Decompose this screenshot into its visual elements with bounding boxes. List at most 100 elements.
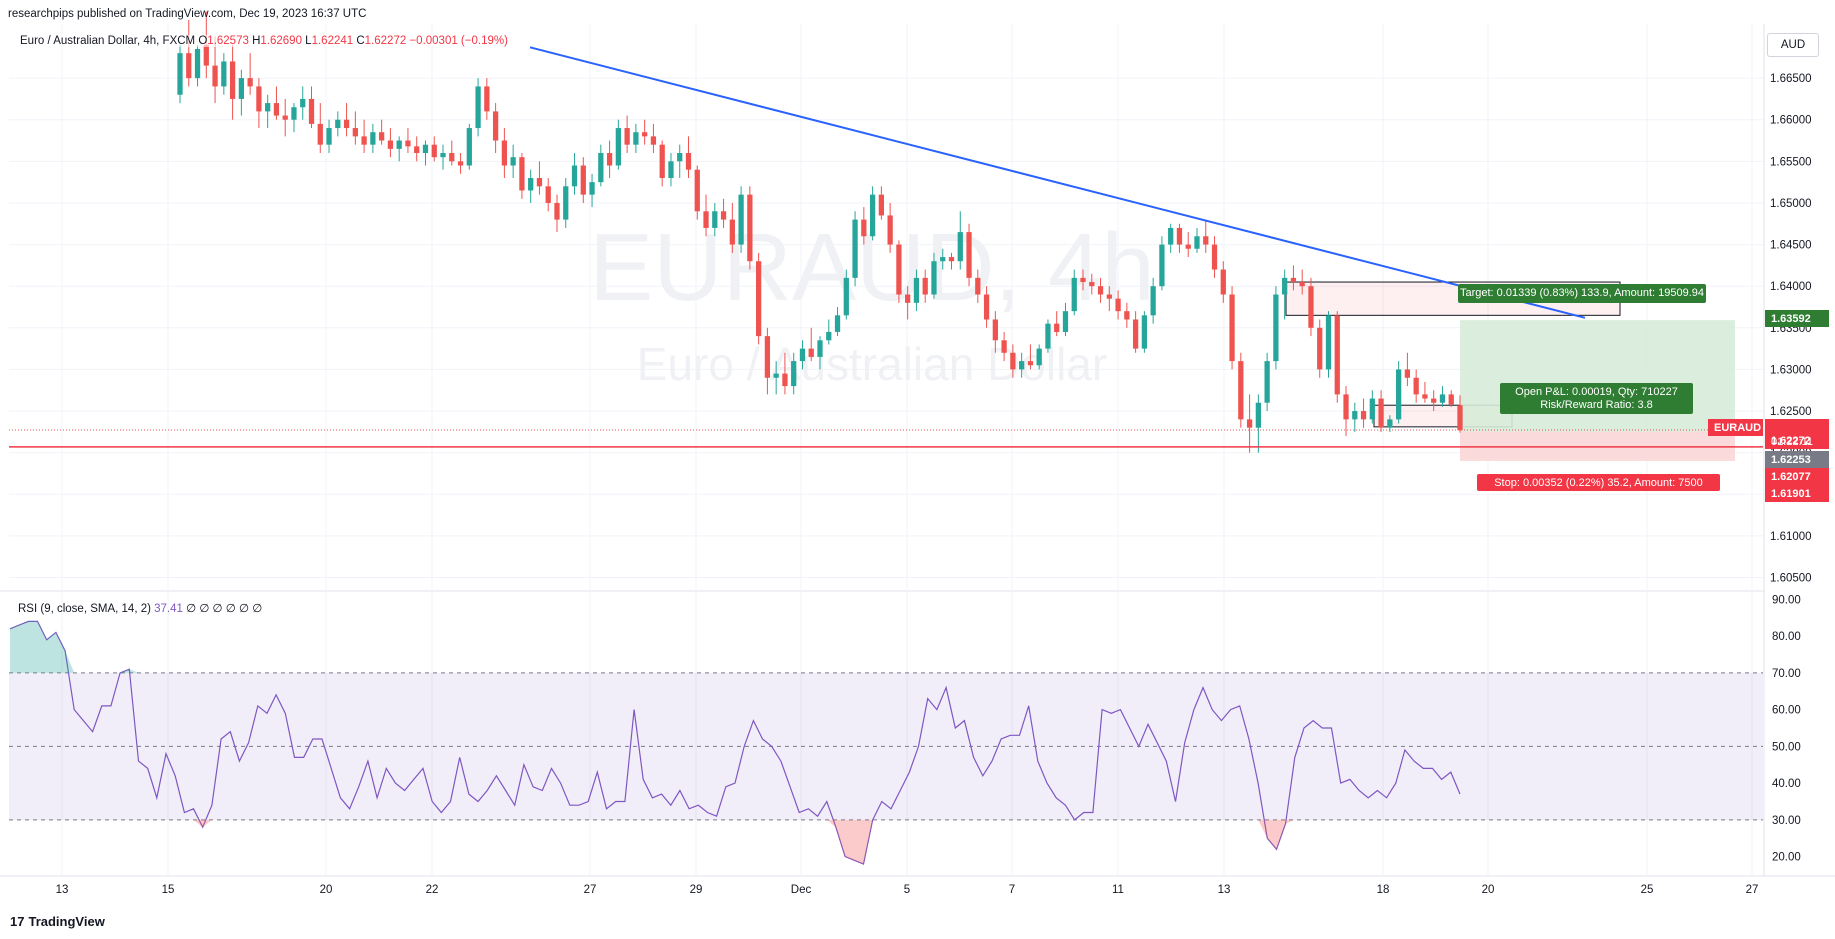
rsi-oversold-fill: [193, 819, 203, 828]
candle-body: [580, 165, 586, 195]
candle: [869, 186, 876, 241]
candle: [1168, 223, 1174, 253]
rsi-pane: [0, 590, 1764, 865]
candle: [1027, 344, 1034, 370]
candle-body: [308, 98, 315, 124]
candle-body: [808, 348, 814, 357]
candle-body: [177, 53, 183, 95]
low-value: 1.62241: [311, 35, 354, 47]
time-tick-label: 20: [320, 884, 333, 896]
rsi-oversold-fill: [1276, 819, 1286, 850]
candle-body: [677, 153, 683, 162]
target-price-badge-bg: [1765, 310, 1829, 327]
candle: [1159, 236, 1165, 291]
candle: [1317, 319, 1323, 378]
candle: [343, 103, 350, 137]
target-zone: [1460, 320, 1735, 432]
candle-body: [1124, 311, 1130, 320]
candle-body: [1106, 294, 1112, 299]
candle-body: [1282, 277, 1288, 295]
symbol-name[interactable]: Euro / Australian Dollar, 4h, FXCM: [20, 35, 196, 47]
currency-button[interactable]: AUD: [1767, 33, 1819, 57]
candle-body: [1150, 286, 1156, 316]
candle-body: [791, 361, 797, 387]
candle-body: [370, 132, 376, 145]
candle: [317, 103, 323, 154]
candle: [1229, 286, 1235, 370]
time-tick-label: 15: [162, 884, 175, 896]
candle: [1001, 331, 1007, 362]
candle: [221, 53, 227, 95]
tradingview-logo[interactable]: 17 TradingView: [10, 914, 105, 929]
candle: [782, 352, 788, 395]
candle-body: [1238, 361, 1244, 420]
candle-body: [335, 119, 341, 129]
current-price-badge: 1.62272: [1765, 419, 1829, 449]
symbol-badge: EURAUD: [1708, 419, 1763, 436]
candle: [484, 78, 490, 120]
candle: [694, 165, 700, 220]
candle-body: [563, 186, 569, 220]
candle-body: [1019, 361, 1025, 370]
rsi-tick-label: 80.00: [1772, 631, 1801, 643]
candle-body: [1439, 394, 1446, 403]
rsi-tick-label: 20.00: [1772, 852, 1801, 864]
candle: [563, 177, 569, 228]
support-price-badge-bg: [1765, 468, 1829, 485]
rsi-name[interactable]: RSI (9, close, SMA, 14, 2): [18, 603, 151, 615]
rsi-oversold-fill: [202, 819, 212, 828]
candle-body: [457, 161, 464, 166]
candle-body: [1185, 244, 1191, 249]
time-tick-label: 13: [1218, 884, 1231, 896]
rsi-legend[interactable]: RSI (9, close, SMA, 14, 2) 37.41 ∅ ∅ ∅ ∅…: [18, 601, 262, 615]
candle: [519, 153, 525, 199]
candle-body: [1097, 286, 1104, 295]
pnl-tag-text: Risk/Reward Ratio: 3.8: [1540, 399, 1653, 411]
candle: [177, 44, 183, 104]
pnl-tag-bg: [1500, 383, 1693, 414]
rsi-overbought-fill: [37, 621, 47, 673]
countdown-text: 01:22:11: [1771, 436, 1813, 448]
rsi-oversold-fill: [863, 819, 873, 864]
tradingview-mark-icon: 17: [10, 914, 25, 929]
candle-body: [194, 48, 201, 79]
candle-body: [571, 165, 578, 187]
candle-body: [1396, 369, 1402, 420]
candle: [238, 69, 244, 116]
candle-body: [536, 177, 543, 187]
rsi-oversold-fill: [1258, 819, 1268, 839]
grid: [9, 24, 1763, 875]
current-price-badge-text: 1.62272: [1771, 435, 1811, 447]
candle: [808, 327, 814, 362]
candle: [1211, 236, 1218, 278]
close-value: 1.62272: [364, 35, 407, 47]
candle-body: [1246, 419, 1253, 428]
candle-body: [545, 186, 551, 203]
candle: [379, 119, 385, 145]
candle: [282, 98, 288, 137]
symbol-legend[interactable]: Euro / Australian Dollar, 4h, FXCM O1.62…: [18, 35, 510, 47]
candle: [194, 44, 201, 87]
candle: [1343, 386, 1349, 437]
pnl-tag-text: Open P&L: 0.00019, Qty: 710227: [1515, 386, 1678, 398]
price-tick-label: 1.61000: [1770, 531, 1812, 543]
candle: [405, 128, 411, 154]
candle-body: [1352, 411, 1358, 420]
candle-body: [431, 144, 437, 158]
candle: [536, 161, 543, 195]
axes: 1.66500 1.66000 1.65500 1.65000 1.64500 1.640…: [0, 24, 1835, 896]
candle: [300, 86, 306, 120]
candle-body: [694, 169, 700, 212]
publisher-header: researchpips published on TradingView.co…: [8, 8, 367, 20]
candle: [352, 111, 358, 145]
candle: [1054, 311, 1060, 337]
rsi-extra-values: ∅ ∅ ∅ ∅ ∅ ∅: [186, 603, 263, 615]
candle-body: [1343, 394, 1349, 420]
candle-body: [528, 177, 534, 191]
candle-body: [720, 211, 727, 220]
candle-body: [615, 128, 621, 166]
candle-body: [1299, 282, 1305, 287]
candle-body: [1027, 361, 1034, 366]
target-tag-bg: [1458, 284, 1706, 303]
candle: [720, 198, 727, 228]
